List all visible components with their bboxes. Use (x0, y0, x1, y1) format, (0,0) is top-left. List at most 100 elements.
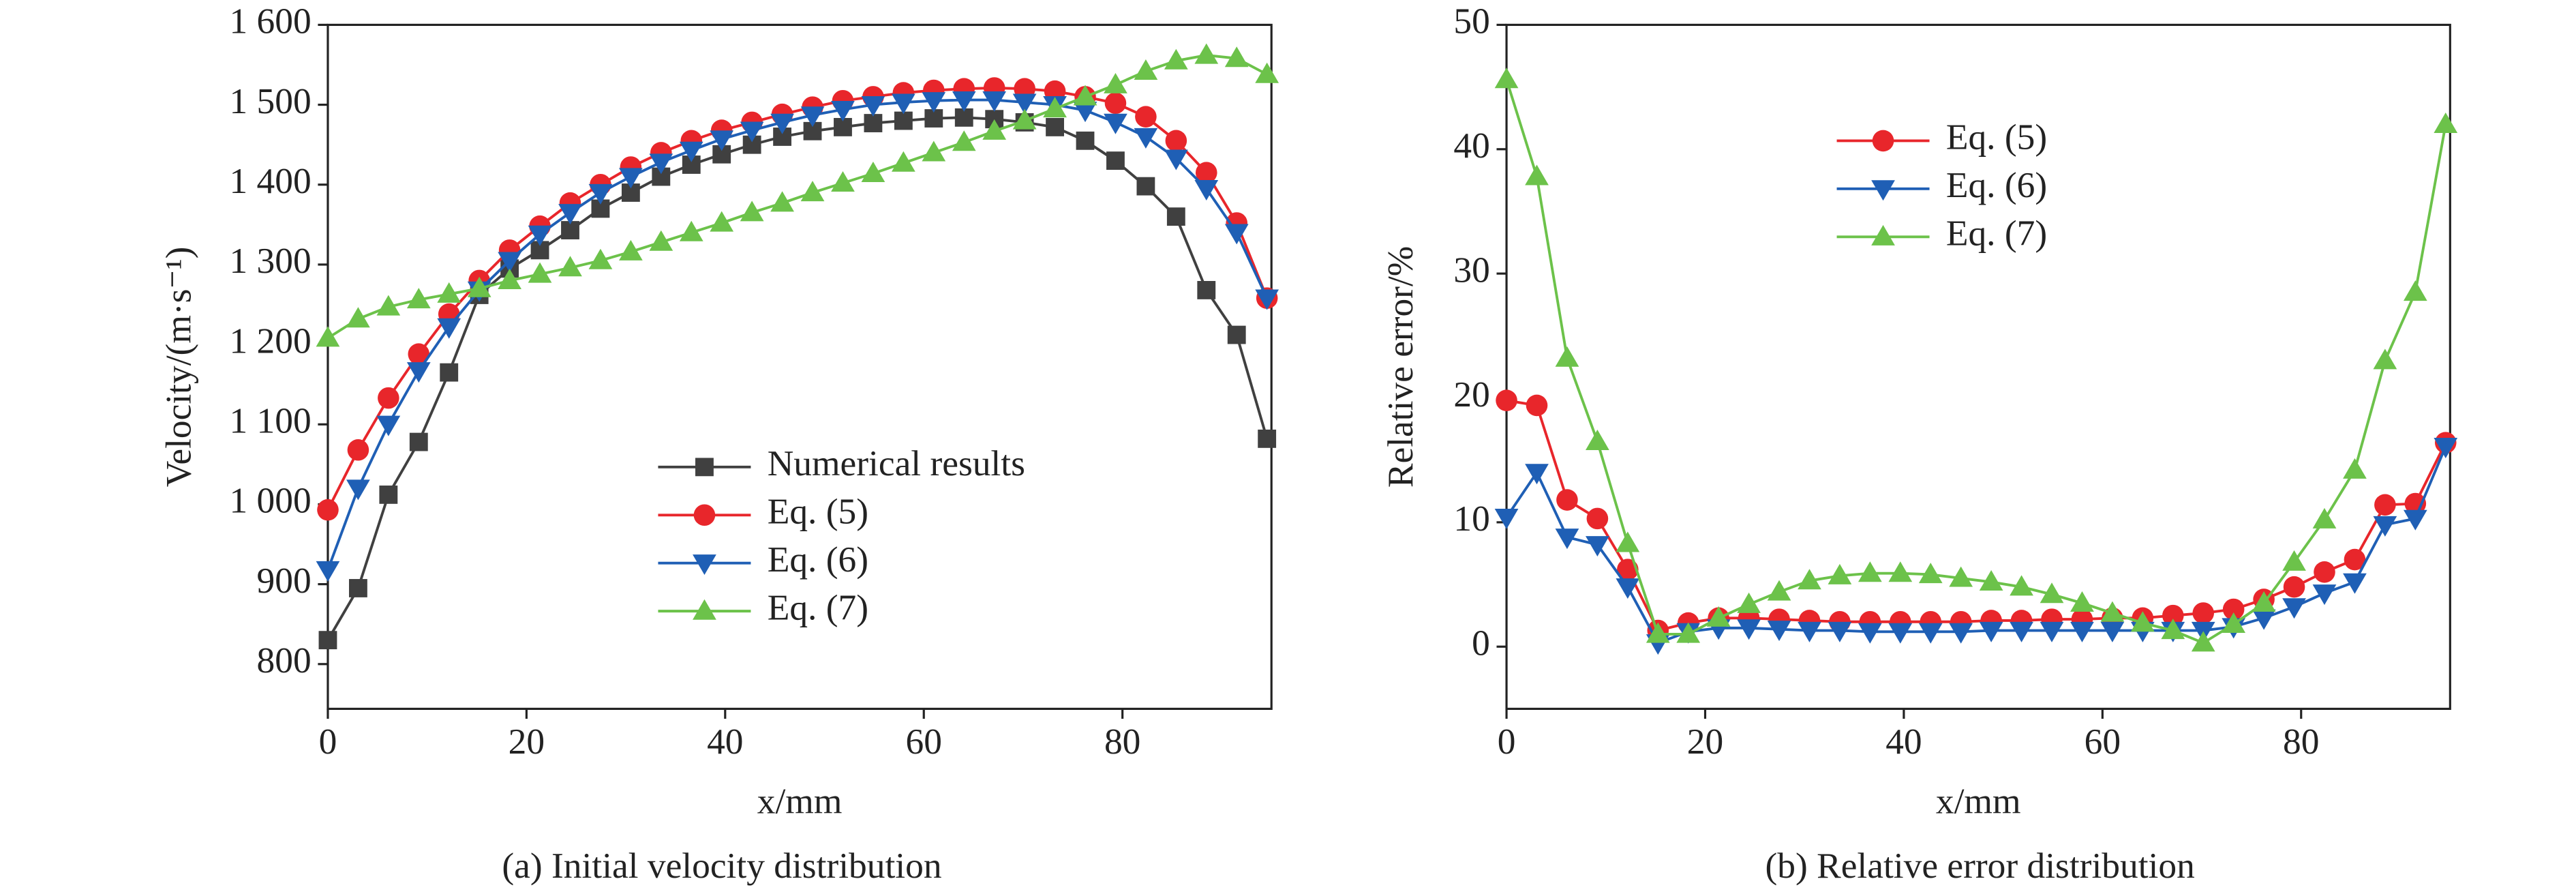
legend-label: Eq. (7) (768, 586, 868, 627)
marker (2070, 621, 2094, 642)
marker (440, 363, 459, 382)
marker (1949, 566, 1973, 587)
marker (2222, 598, 2245, 621)
marker (528, 262, 552, 283)
marker (1106, 151, 1125, 170)
marker (1706, 606, 1731, 627)
marker (498, 252, 521, 273)
marker (1164, 48, 1188, 70)
marker (1979, 570, 2003, 591)
marker (2070, 591, 2094, 612)
marker (2373, 348, 2397, 370)
x-tick-label: 40 (707, 721, 743, 762)
x-tick-label: 20 (509, 721, 545, 762)
marker (2100, 621, 2125, 642)
x-tick-label: 60 (906, 721, 942, 762)
marker (2314, 561, 2335, 583)
marker (982, 119, 1007, 140)
marker (1918, 623, 1943, 644)
marker (922, 92, 946, 113)
marker (588, 248, 613, 269)
legend-label: Eq. (6) (1946, 164, 2047, 205)
marker (861, 95, 885, 117)
marker (894, 111, 913, 130)
marker (1073, 102, 1097, 123)
marker (1737, 619, 1761, 640)
caption: (b) Relative error distribution (1765, 845, 2194, 886)
marker (1136, 177, 1155, 196)
marker (437, 282, 461, 303)
marker (406, 362, 431, 383)
marker (1828, 621, 1852, 642)
marker (378, 387, 399, 409)
marker (1798, 569, 1821, 590)
x-tick-label: 20 (1687, 721, 1723, 762)
marker (1617, 559, 1639, 580)
marker (1556, 489, 1578, 511)
x-tick-label: 0 (1498, 721, 1516, 762)
marker (1227, 325, 1246, 344)
y-tick-label: 40 (1453, 125, 1489, 166)
marker (982, 91, 1007, 112)
y-tick-label: 1 000 (230, 480, 312, 521)
marker (1194, 179, 1219, 200)
marker (800, 106, 825, 128)
marker (649, 153, 673, 175)
marker (1872, 130, 1894, 152)
y-tick-label: 1 600 (230, 1, 312, 42)
marker (1194, 43, 1219, 64)
marker (1949, 623, 1973, 644)
marker (1494, 68, 1519, 89)
marker (316, 326, 340, 347)
marker (1224, 46, 1249, 68)
marker (1616, 578, 1640, 599)
y-tick-label: 0 (1472, 622, 1490, 663)
marker (1255, 289, 1279, 310)
plot-frame (327, 23, 1273, 710)
legend-label: Numerical results (768, 443, 1025, 484)
series-line (1505, 445, 2447, 645)
legend-label: Eq. (5) (1946, 117, 2047, 158)
marker (770, 191, 794, 212)
marker (2434, 437, 2458, 458)
marker (619, 168, 643, 189)
x-tick-label: 0 (319, 721, 337, 762)
marker (2403, 509, 2427, 531)
series-line (1506, 399, 2447, 632)
x-axis-label: x/mm (757, 781, 843, 822)
marker (376, 295, 401, 316)
marker (2312, 507, 2337, 529)
marker (2252, 591, 2276, 612)
caption: (a) Initial velocity distribution (502, 845, 941, 886)
marker (379, 485, 398, 504)
y-axis-label: Velocity/(m·s⁻¹) (158, 247, 199, 488)
marker (1135, 106, 1157, 128)
marker (2040, 582, 2064, 604)
marker (1104, 92, 1127, 115)
marker (693, 599, 716, 620)
marker (1104, 113, 1127, 134)
marker (2312, 584, 2337, 606)
marker (710, 130, 734, 151)
marker (1104, 72, 1127, 93)
marker (1616, 531, 1640, 552)
marker (952, 91, 976, 112)
marker (679, 141, 703, 162)
marker (1858, 623, 1882, 644)
marker (1166, 207, 1185, 226)
marker (528, 225, 552, 246)
marker (406, 288, 431, 309)
marker (558, 256, 582, 277)
marker (2222, 612, 2246, 634)
marker (695, 458, 714, 477)
marker (2283, 576, 2305, 598)
marker (1134, 128, 1158, 149)
marker (318, 631, 337, 650)
marker (1555, 346, 1579, 367)
marker (348, 579, 367, 597)
marker (1012, 93, 1037, 115)
marker (864, 114, 883, 132)
y-tick-label: 800 (257, 640, 312, 681)
marker (1586, 507, 1609, 530)
